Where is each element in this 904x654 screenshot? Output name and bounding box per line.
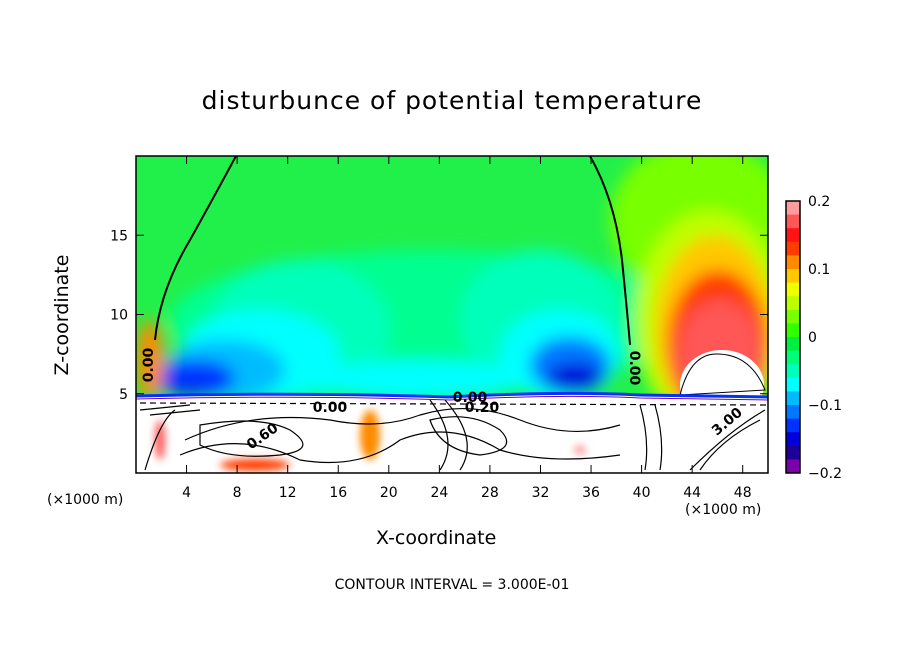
colorbar-level xyxy=(786,201,800,216)
contour-interval: CONTOUR INTERVAL = 3.000E-01 xyxy=(334,577,570,593)
colorbar-level xyxy=(786,350,800,365)
x-tick-label: 4 xyxy=(182,485,191,501)
filled-field xyxy=(136,156,768,473)
colorbar-level xyxy=(786,377,800,392)
y-tick-label: 5 xyxy=(119,387,128,403)
x-tick-label: 28 xyxy=(481,485,499,501)
colorbar-tick-label: 0 xyxy=(808,330,817,346)
colorbar-level xyxy=(786,255,800,270)
colorbar-level xyxy=(786,337,800,352)
colorbar-level xyxy=(786,282,800,297)
x-tick-label: 16 xyxy=(329,485,347,501)
colorbar-level xyxy=(786,364,800,379)
x-tick-label: 8 xyxy=(233,485,242,501)
colorbar-level xyxy=(786,214,800,229)
x-tick-label: 40 xyxy=(633,485,651,501)
colorbar-level xyxy=(786,432,800,447)
colorbar-tick-label: −0.2 xyxy=(808,466,842,482)
colorbar-tick-label: 0.1 xyxy=(808,262,830,278)
contour-lines xyxy=(139,399,768,471)
colorbar-level xyxy=(786,445,800,460)
colorbar-level xyxy=(786,418,800,433)
contour-label: 0.00 xyxy=(141,347,157,382)
colorbar-level xyxy=(786,241,800,256)
x-axis-label: X-coordinate xyxy=(376,527,497,549)
x-tick-label: 36 xyxy=(582,485,600,501)
colorbar-level xyxy=(786,309,800,324)
colorbar-level xyxy=(786,459,800,474)
colorbar-level xyxy=(786,228,800,243)
colorbar-level xyxy=(786,269,800,284)
colorbar-level xyxy=(786,323,800,338)
colorbar-level xyxy=(786,296,800,311)
contour-label: 0.00 xyxy=(453,390,488,406)
colorbar-tick-label: 0.2 xyxy=(808,194,830,210)
x-tick-label: 20 xyxy=(380,485,398,501)
y-tick-label: 15 xyxy=(110,228,128,244)
x-tick-label: 12 xyxy=(279,485,297,501)
colorbar-tick-label: −0.1 xyxy=(808,398,842,414)
colorbar-level xyxy=(786,405,800,420)
colorbar-level xyxy=(786,391,800,406)
x-unit-right: (×1000 m) xyxy=(685,502,762,518)
y-tick-label: 10 xyxy=(110,308,128,324)
contour-label: 0.20 xyxy=(465,400,500,416)
x-tick-label: 48 xyxy=(734,485,752,501)
colorbar-frame xyxy=(785,200,801,474)
x-tick-label: 32 xyxy=(532,485,550,501)
x-tick-label: 24 xyxy=(430,485,448,501)
x-tick-label: 44 xyxy=(683,485,701,501)
contour-label: 0.00 xyxy=(313,400,348,416)
x-unit-left: (×1000 m) xyxy=(47,492,124,508)
chart-title: disturbunce of potential temperature xyxy=(201,86,703,115)
contour-label: 0.00 xyxy=(626,351,642,386)
